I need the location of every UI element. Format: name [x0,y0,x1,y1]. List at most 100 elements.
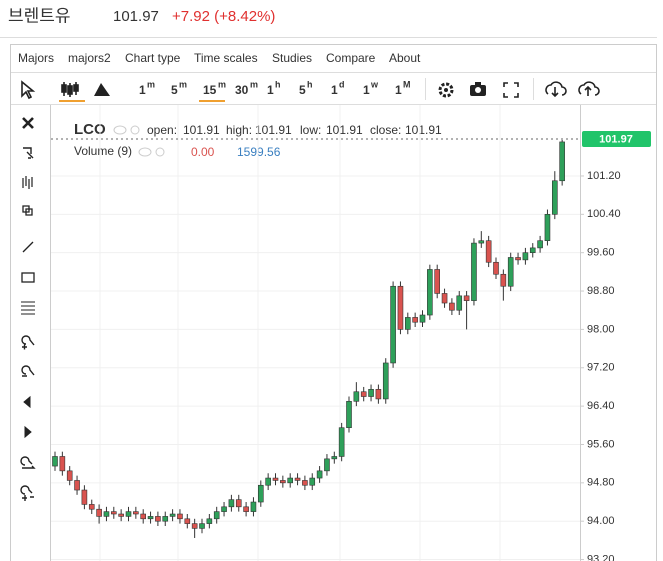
timeframe-unit[interactable]: m [179,79,187,89]
timeframe-unit[interactable]: M [403,79,411,89]
y-tick-label: 94.00 [587,515,615,527]
timeframe-unit[interactable]: d [339,79,345,89]
pan-icon[interactable] [20,456,36,469]
candle-body [74,480,80,491]
candle-body [177,513,183,520]
menu-item[interactable]: majors2 [68,51,111,65]
timeframe-unit[interactable]: h [275,79,281,89]
timeframe[interactable]: 1 [363,83,370,97]
candle-body [221,506,227,512]
candle-body [324,458,330,472]
menu-item[interactable]: Chart type [125,51,181,65]
volume-value: 1599.56 [237,145,281,159]
timeframe-unit[interactable]: m [218,79,226,89]
candle-body [353,391,360,402]
rect-icon[interactable] [21,272,35,283]
select-icon[interactable] [23,147,34,159]
menu-item[interactable]: Compare [326,51,376,65]
visibility-icons[interactable] [113,125,165,157]
candle-body [463,295,470,301]
scroll-right-icon[interactable] [24,425,32,439]
menu-item[interactable]: Time scales [194,51,258,65]
candle-body [529,247,536,253]
camera-icon[interactable] [470,82,486,96]
candle-body [397,285,404,330]
timeframe[interactable]: 1 [139,83,146,97]
candle-body [382,362,389,400]
candle-body [338,427,345,457]
candle-body [162,516,169,522]
timeframe[interactable]: 1 [395,83,402,97]
candle-body [184,518,191,524]
candle-body [280,480,286,484]
candle-body [302,480,308,486]
timeframe[interactable]: 1 [267,83,274,97]
cursor-icon[interactable] [21,80,36,100]
candle-body [191,523,198,529]
candle-body [449,302,455,311]
candle-body [88,504,95,510]
bars-icon[interactable] [22,176,33,189]
candle-body [375,389,382,400]
trendline-icon[interactable] [22,241,34,253]
instrument-name: 브렌트유 [8,6,71,25]
candle-body [346,401,352,429]
download-icon[interactable] [545,81,567,98]
scroll-left-icon[interactable] [23,395,31,409]
menu-item[interactable]: Studies [272,51,312,65]
fib-icon[interactable] [21,301,35,315]
menu-item[interactable]: About [389,51,421,65]
settings-icon[interactable] [438,82,454,98]
candle-body [294,477,301,481]
candle-body [228,499,235,508]
copy-icon[interactable] [22,205,33,216]
timeframe[interactable]: 5 [299,83,306,97]
legend-value: 101.91 [326,123,363,137]
candle-body [287,477,294,484]
candle-body [103,511,110,517]
candle-body [155,516,161,522]
candle-body [147,516,154,520]
timeframe[interactable]: 15 [203,83,217,97]
candle-body [81,489,88,505]
last-price-label: 101.97 [599,133,633,145]
candle-body [111,511,117,515]
candle-body [206,518,213,524]
menu-item[interactable]: Majors [18,51,54,65]
candle-body [500,273,507,287]
candle-body [243,506,249,512]
timeframe-unit[interactable]: m [147,79,155,89]
zoom-out-icon[interactable] [21,365,35,377]
candle-body [331,456,338,460]
legend-value: 101.91 [405,123,442,137]
candle-body [250,501,257,512]
timeframe[interactable]: 30 [235,83,249,97]
y-tick-label: 98.80 [587,285,615,297]
y-tick-label: 96.40 [587,400,615,412]
timeframe-unit[interactable]: w [370,79,379,89]
y-tick-label: 94.80 [587,477,615,489]
y-tick-label: 98.00 [587,323,615,335]
candle-body [213,511,220,520]
candle-body [235,499,242,508]
candle-body [427,269,433,316]
y-tick-label: 97.20 [587,362,615,374]
candle-body [559,141,565,182]
timeframe-unit[interactable]: m [250,79,258,89]
grid [51,105,580,561]
upload-icon[interactable] [578,81,600,96]
candles-icon[interactable] [61,82,79,97]
timeframe-unit[interactable]: h [307,79,313,89]
legend-label: low: [300,123,321,137]
y-tick-label: 100.40 [587,208,621,220]
mountain-icon[interactable] [94,83,110,96]
zoom-in-icon[interactable] [21,335,35,350]
timeframe[interactable]: 1 [331,83,338,97]
close-icon[interactable] [22,117,34,129]
reset-icon[interactable] [20,485,34,501]
fullscreen-icon[interactable] [503,82,519,98]
timeframe[interactable]: 5 [171,83,178,97]
candle-body [493,261,499,275]
candle-body [507,257,514,287]
